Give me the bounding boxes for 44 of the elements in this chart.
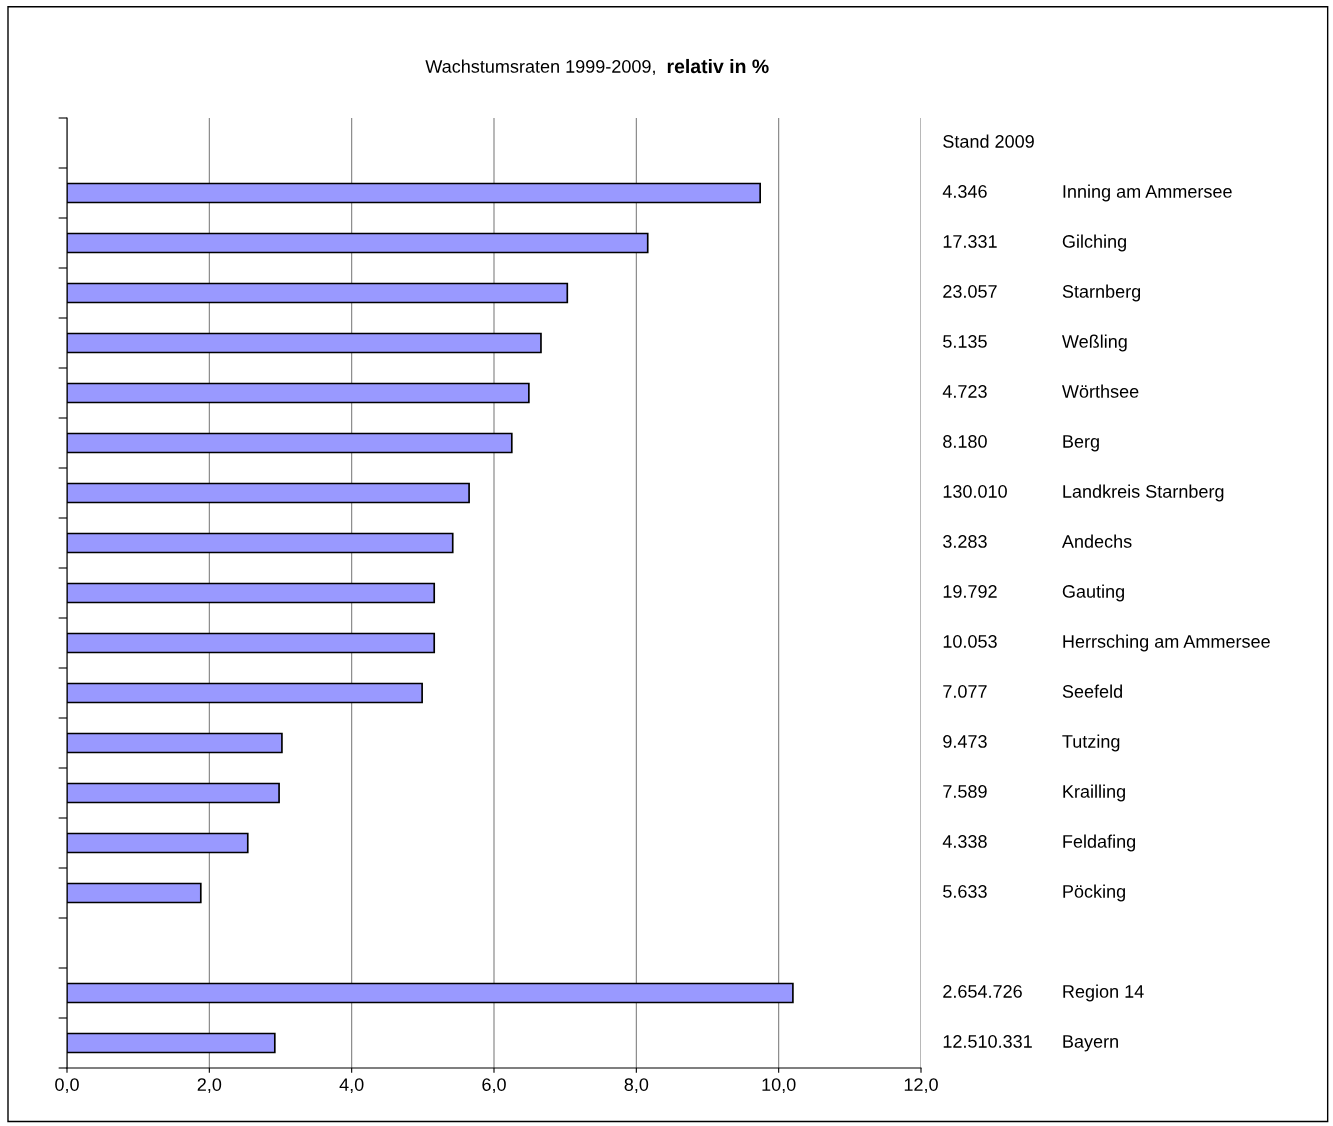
x-tick-label: 2,0	[197, 1078, 222, 1094]
y-tick-label: Gilching	[1062, 234, 1126, 252]
chart-title: Wachstumsraten 1999-2009,	[425, 59, 655, 75]
text: 19.792	[943, 585, 997, 598]
y-tick-label: Herrsching am Ammersee	[1063, 634, 1270, 652]
y-tick-label: Andechs	[1061, 534, 1132, 548]
text: 7.077	[943, 685, 987, 698]
text: 2.654.726	[943, 985, 1022, 998]
chart-subtitle: relativ in %	[667, 58, 769, 74]
y-tick-label: Wörthsee	[1061, 384, 1139, 398]
y-tick-label: Weßling	[1061, 334, 1127, 352]
text: 130.010	[943, 485, 1007, 498]
text: 17.331	[943, 235, 997, 248]
text: 5.633	[943, 885, 987, 898]
y-tick-label: Bayern	[1063, 1035, 1118, 1052]
text: Stand 2009	[943, 134, 1034, 148]
y-tick-label: Feldafing	[1063, 834, 1136, 852]
text: 3.283	[943, 535, 987, 548]
y-tick-label: Berg	[1063, 435, 1099, 452]
x-tick-label: 6,0	[482, 1078, 506, 1094]
x-tick-label: 8,0	[624, 1078, 649, 1094]
y-tick-label: Tutzing	[1062, 734, 1120, 752]
text: 12.510.331	[943, 1035, 1032, 1048]
text: 9.473	[943, 735, 987, 748]
text: 23.057	[943, 285, 997, 298]
text: 4.338	[942, 835, 987, 848]
text: 5.135	[943, 335, 987, 348]
y-tick-label: Gauting	[1062, 584, 1124, 602]
x-tick-label: 10,0	[762, 1078, 796, 1094]
text: 7.589	[943, 785, 987, 798]
y-tick-label: Region 14	[1063, 984, 1144, 1002]
y-tick-label: Seefeld	[1062, 684, 1122, 698]
y-tick-label: Landkreis Starnberg	[1063, 484, 1224, 502]
y-tick-label: Krailling	[1063, 784, 1125, 802]
x-tick-label: 4,0	[339, 1078, 364, 1094]
y-tick-label: Inning am Ammersee	[1063, 184, 1232, 202]
x-tick-label: 0,0	[55, 1078, 79, 1094]
text: 4.346	[942, 185, 987, 198]
text: 4.723	[942, 385, 987, 398]
text: 10.053	[943, 635, 997, 648]
x-tick-label: 12,0	[904, 1078, 938, 1094]
text: 8.180	[943, 435, 987, 448]
y-tick-label: Starnberg	[1062, 284, 1141, 302]
y-tick-label: Pöcking	[1063, 884, 1125, 902]
